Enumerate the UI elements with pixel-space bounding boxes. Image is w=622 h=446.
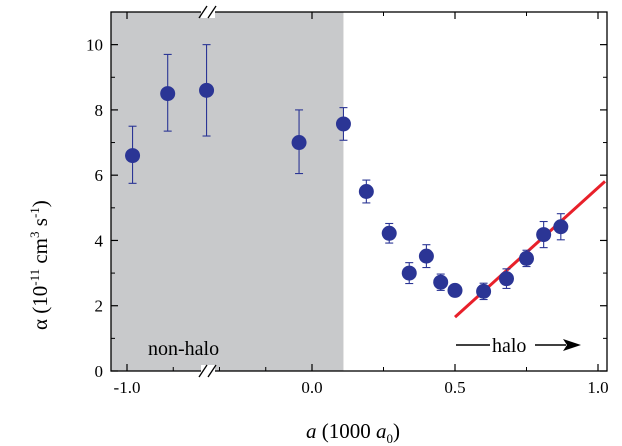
point-marker — [447, 282, 463, 298]
data-point — [519, 249, 534, 268]
data-point — [291, 109, 307, 175]
x-tick-label: 1.0 — [587, 378, 608, 397]
point-marker — [553, 219, 569, 235]
nonhalo-label: non-halo — [148, 338, 219, 360]
data-point — [358, 179, 374, 204]
point-marker — [498, 271, 514, 287]
halo-annotation: halo — [456, 335, 581, 357]
point-marker — [381, 225, 397, 241]
data-point — [160, 53, 176, 132]
data-point — [447, 282, 463, 298]
point-marker — [335, 116, 351, 132]
x-tick-label: -1.0 — [114, 378, 141, 397]
point-marker — [358, 184, 374, 199]
y-tick-label: 10 — [86, 36, 103, 55]
axis-break-top — [198, 5, 217, 19]
fit-line — [453, 180, 607, 319]
point-marker — [476, 283, 492, 299]
y-tick-label: 6 — [95, 166, 104, 185]
y-tick-label: 4 — [95, 231, 104, 250]
data-point — [553, 213, 569, 241]
data-point — [381, 222, 397, 244]
data-point — [476, 282, 492, 301]
data-point — [498, 268, 514, 289]
data-point — [401, 262, 417, 285]
data-point — [335, 107, 351, 141]
plot-frame — [110, 11, 608, 372]
point-marker — [160, 86, 176, 102]
data-point — [125, 125, 141, 184]
data-point — [199, 44, 215, 137]
x-tick-label: 0.5 — [444, 378, 465, 397]
point-marker — [199, 82, 215, 98]
point-marker — [125, 148, 141, 164]
point-marker — [519, 250, 534, 266]
nonhalo-region — [111, 12, 344, 371]
halo-label: halo — [492, 335, 526, 357]
point-marker — [418, 248, 434, 264]
point-marker — [291, 135, 307, 151]
y-tick-label: 0 — [95, 362, 104, 381]
x-axis-title: a (1000 a0) — [306, 419, 400, 446]
axis-break-bottom — [198, 364, 217, 378]
data-point — [418, 244, 434, 269]
y-tick-label: 8 — [95, 101, 104, 120]
x-tick-label: 0.0 — [301, 378, 322, 397]
point-marker — [536, 227, 552, 243]
point-marker — [433, 274, 449, 290]
y-axis-title: α (10-11 cm3 s-1) — [27, 200, 52, 330]
point-marker — [401, 265, 417, 281]
y-tick-label: 2 — [95, 297, 104, 316]
data-point — [433, 273, 449, 291]
data-point — [536, 220, 552, 249]
